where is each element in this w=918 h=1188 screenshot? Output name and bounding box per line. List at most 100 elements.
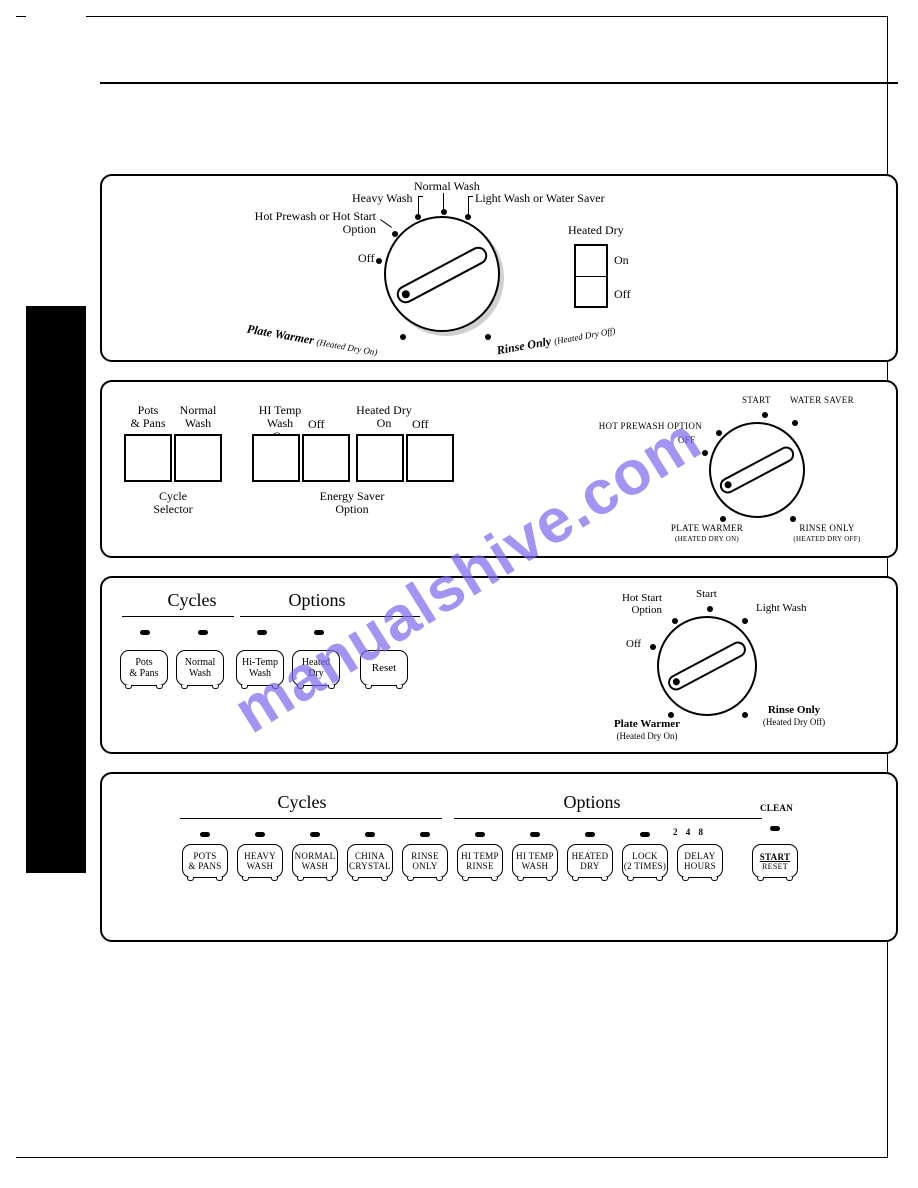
label-energy-saver: Energy Saver Option [252, 490, 452, 516]
tick-dot [742, 712, 748, 718]
leader-line [380, 219, 392, 228]
btn-rinse-only[interactable]: RINSE ONLY [402, 844, 448, 878]
label-off: OFF [678, 436, 695, 446]
led-indicator [770, 826, 780, 831]
dial-pointer-dot [400, 289, 411, 300]
label-normal-wash: Normal Wash [174, 404, 222, 430]
led-indicator [420, 832, 430, 837]
tick-dot [650, 644, 656, 650]
btn-hi-temp-wash[interactable]: HI TEMP WASH [512, 844, 558, 878]
btn-heated-on[interactable] [356, 434, 404, 482]
label-rinse-only: Rinse Only (Heated Dry Off) [496, 324, 616, 358]
btn-reset[interactable]: Reset [360, 650, 408, 686]
label-hot-start: Hot Start Option [602, 592, 662, 616]
btn-heated-dry[interactable]: Heated Dry [292, 650, 340, 686]
section-cycles: Cycles [142, 590, 242, 611]
btn-heavy-wash[interactable]: HEAVY WASH [237, 844, 283, 878]
dial-pointer [717, 444, 797, 497]
tick-dot [790, 516, 796, 522]
btn-lock[interactable]: LOCK (2 TIMES) [622, 844, 668, 878]
label-hi-temp-off: Off [308, 418, 324, 431]
label-delay-nums: 2 4 8 [673, 828, 706, 838]
label-start: START [760, 852, 791, 862]
label-plate-warmer: Plate Warmer (Heated Dry On) [246, 323, 379, 359]
btn-pots-pans[interactable] [124, 434, 172, 482]
label-cycle-selector: Cycle Selector [124, 490, 222, 516]
led-indicator [198, 630, 208, 635]
tick-dot [702, 450, 708, 456]
label-light-wash: Light Wash or Water Saver [475, 192, 605, 205]
label-off: Off [358, 252, 374, 265]
label-on: On [614, 254, 629, 267]
btn-normal-wash[interactable]: NORMAL WASH [292, 844, 338, 878]
led-indicator [585, 832, 595, 837]
cycle-dial[interactable] [384, 216, 500, 332]
cycle-dial-3[interactable] [657, 616, 757, 716]
label-hot-prewash: Hot Prewash or Hot Start Option [236, 210, 376, 236]
label-plate-warmer: Plate Warmer(Heated Dry On) [602, 718, 692, 742]
btn-heated-dry[interactable]: HEATED DRY [567, 844, 613, 878]
led-indicator [140, 630, 150, 635]
label-water-saver: WATER SAVER [790, 396, 854, 406]
tick-dot [400, 334, 406, 340]
sidebar-black-block [26, 306, 86, 873]
tick-dot [465, 214, 471, 220]
heated-dry-rocker[interactable] [574, 244, 608, 308]
tick-dot [707, 606, 713, 612]
btn-hitemp-on[interactable] [252, 434, 300, 482]
btn-pots-pans[interactable]: POTS & PANS [182, 844, 228, 878]
tick-dot [392, 231, 398, 237]
btn-start-reset[interactable]: START RESET [752, 844, 798, 878]
leader-line [443, 193, 444, 209]
btn-pots-pans[interactable]: Pots & Pans [120, 650, 168, 686]
section-cycles: Cycles [232, 792, 372, 813]
led-indicator [530, 832, 540, 837]
tick-dot [415, 214, 421, 220]
section-underline [454, 818, 762, 819]
btn-hi-temp-rinse[interactable]: HI TEMP RINSE [457, 844, 503, 878]
label-off: Off [626, 638, 641, 650]
tick-dot [376, 258, 382, 264]
control-panel-3: Cycles Options Pots & Pans Normal Wash H… [100, 576, 898, 754]
header-rule [100, 82, 898, 84]
led-indicator [310, 832, 320, 837]
control-panel-4: Cycles Options 2 4 8 POTS & PANS HEAVY W… [100, 772, 898, 942]
section-underline [122, 616, 234, 617]
dial-pointer [394, 244, 491, 307]
section-options: Options [522, 792, 662, 813]
cycle-dial-2[interactable] [709, 422, 805, 518]
btn-normal-wash[interactable]: Normal Wash [176, 650, 224, 686]
btn-hitemp-off[interactable] [302, 434, 350, 482]
label-pots-pans: Pots & Pans [124, 404, 172, 430]
label-heated-dry-off: Off [412, 418, 428, 431]
btn-hi-temp[interactable]: Hi-Temp Wash [236, 650, 284, 686]
tick-dot [441, 209, 447, 215]
tick-dot [485, 334, 491, 340]
section-underline [240, 616, 420, 617]
leader-line [418, 196, 423, 197]
btn-delay[interactable]: DELAY HOURS [677, 844, 723, 878]
label-start: START [742, 396, 771, 406]
tick-dot [742, 618, 748, 624]
led-indicator [257, 630, 267, 635]
led-indicator [475, 832, 485, 837]
label-clean: CLEAN [760, 804, 793, 814]
label-rinse-only: RINSE ONLY(HEATED DRY OFF) [788, 524, 866, 544]
content-area: Normal Wash Heavy Wash Light Wash or Wat… [100, 30, 898, 960]
label-heavy-wash: Heavy Wash [352, 192, 412, 205]
dial-pointer-dot [672, 677, 681, 686]
label-heated-dry-on: Heated Dry On [354, 404, 414, 430]
tick-dot [762, 412, 768, 418]
leader-line [418, 196, 419, 214]
label-light-wash: Light Wash [756, 602, 807, 614]
control-panel-2: Pots & Pans Normal Wash Cycle Selector H… [100, 380, 898, 558]
label-rinse-only: Rinse Only(Heated Dry Off) [756, 704, 832, 728]
led-indicator [640, 832, 650, 837]
led-indicator [200, 832, 210, 837]
btn-china[interactable]: CHINA CRYSTAL [347, 844, 393, 878]
sidebar [26, 16, 86, 1146]
btn-heated-off[interactable] [406, 434, 454, 482]
btn-normal-wash[interactable] [174, 434, 222, 482]
dial-pointer-dot [723, 480, 732, 489]
led-indicator [314, 630, 324, 635]
